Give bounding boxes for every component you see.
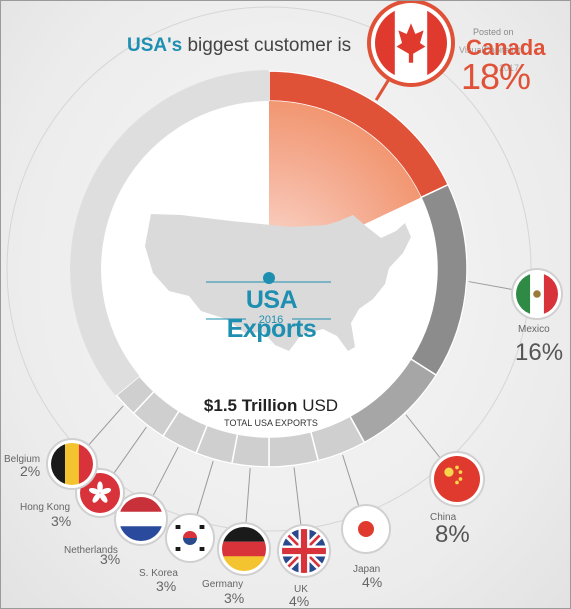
germany-flag-icon <box>217 522 271 576</box>
canada-flag-icon <box>367 1 455 87</box>
share-label-mexico: 16% <box>515 339 564 366</box>
top-share-label: 18% <box>461 56 531 97</box>
share-label-netherlands: 3% <box>100 551 121 567</box>
total-value-amount: $1.5 Trillion <box>203 396 298 415</box>
country-label-belgium: Belgium <box>4 454 41 465</box>
segment-rest-of-world <box>71 71 269 396</box>
center-year: 2016 <box>258 314 284 326</box>
posted-date-label: 2017 <box>499 63 520 73</box>
top-country-label: Canada <box>466 35 546 60</box>
country-label-hong-kong: Hong Kong <box>20 502 71 513</box>
country-label-uk: UK <box>294 584 308 595</box>
share-label-uk: 4% <box>289 593 310 609</box>
netherlands-flag-icon <box>114 492 168 546</box>
segment-belgium <box>115 375 156 415</box>
center-title: USA Exports <box>226 286 317 343</box>
total-exports-value: $1.5 Trillion USD <box>196 396 346 416</box>
share-label-hong-kong: 3% <box>51 513 72 529</box>
mexico-flag-icon <box>511 268 563 320</box>
country-label-germany: Germany <box>202 579 244 590</box>
total-exports-label: TOTAL USA EXPORTS <box>224 418 318 428</box>
country-label-mexico: Mexico <box>518 324 550 335</box>
headline-text: biggest customer is <box>182 35 352 56</box>
share-label-japan: 4% <box>362 574 383 590</box>
japan-flag-icon <box>341 504 391 554</box>
share-label-s-korea: 3% <box>156 578 177 594</box>
china-flag-icon <box>429 451 485 507</box>
posted-on-label: Posted on <box>473 27 514 37</box>
headline-usa: USA's <box>127 35 183 56</box>
share-label-germany: 3% <box>224 590 245 606</box>
south-korea-flag-icon <box>165 513 215 563</box>
segment-uk <box>268 430 320 468</box>
country-label-netherlands: Netherlands <box>64 545 118 556</box>
share-label-belgium: 2% <box>20 463 41 479</box>
share-label-china: 8% <box>435 521 470 548</box>
total-value-unit: USD <box>302 396 339 415</box>
segment-germany <box>231 433 270 468</box>
country-label-japan: Japan <box>353 564 381 575</box>
country-label-china: China <box>430 512 457 523</box>
star-icon <box>263 272 275 284</box>
belgium-flag-icon <box>46 438 98 490</box>
country-label-s-korea: S. Korea <box>139 568 178 579</box>
posted-site-label: VisualCapitalist <box>459 45 521 55</box>
usa-map-silhouette <box>145 214 411 351</box>
uk-flag-icon <box>277 524 331 578</box>
headline: USA's biggest customer is <box>127 35 351 57</box>
